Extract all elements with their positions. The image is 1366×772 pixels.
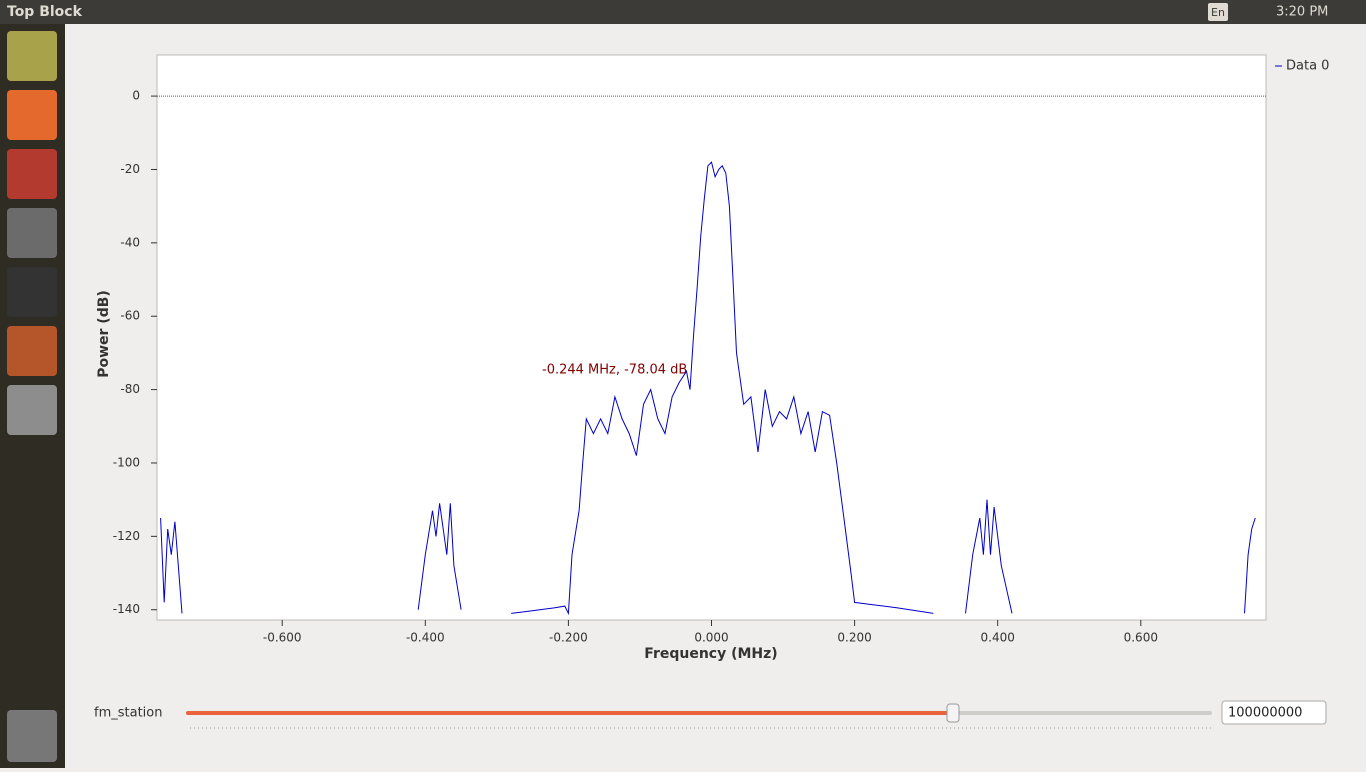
spin-box[interactable] xyxy=(1221,700,1327,725)
x-tick-label: -0.600 xyxy=(263,631,302,645)
y-tick-label: -60 xyxy=(120,309,140,323)
annotation: -0.244 MHz, -78.04 dB xyxy=(542,363,687,378)
plot: 0 -20 -40 -60 -80 -100 -120 -140 -0.600 -0.400 -0.… xyxy=(113,89,1266,645)
x-tick-label: 0.200 xyxy=(837,631,871,645)
x-axis-label: Frequency (MHz) xyxy=(644,646,777,662)
x-tick-label: 0.000 xyxy=(694,631,728,645)
x-tick-label: -0.400 xyxy=(406,631,445,645)
slider-handle[interactable] xyxy=(946,703,960,723)
x-tick-label: 0.400 xyxy=(981,631,1015,645)
top-bar xyxy=(0,0,1366,24)
plot-area xyxy=(156,54,1267,621)
y-tick-label: -20 xyxy=(120,162,140,176)
y-tick-label: -100 xyxy=(113,455,140,469)
control-label: fm_station xyxy=(94,706,162,721)
x-tick-label: -0.200 xyxy=(549,631,588,645)
x-tick-label: 0.600 xyxy=(1124,631,1158,645)
launcher-icons[interactable] xyxy=(7,31,57,762)
window-title: Top Block xyxy=(7,4,83,20)
y-tick-label: -120 xyxy=(113,529,140,543)
slider-fill[interactable] xyxy=(186,711,953,715)
y-axis-label: Power (dB) xyxy=(96,290,112,378)
y-tick-label: 0 xyxy=(132,89,140,103)
legend-label: Data 0 xyxy=(1286,59,1329,74)
y-tick-label: -40 xyxy=(120,235,140,249)
spectrum-line xyxy=(160,161,1256,616)
lang-badge[interactable] xyxy=(1208,3,1228,21)
y-tick-label: -140 xyxy=(113,602,140,616)
y-tick-label: -80 xyxy=(120,382,140,396)
lang[interactable]: En xyxy=(1211,6,1225,19)
clock[interactable]: 3:20 PM xyxy=(1276,5,1328,20)
spin-value[interactable]: 100000000 xyxy=(1228,706,1302,721)
